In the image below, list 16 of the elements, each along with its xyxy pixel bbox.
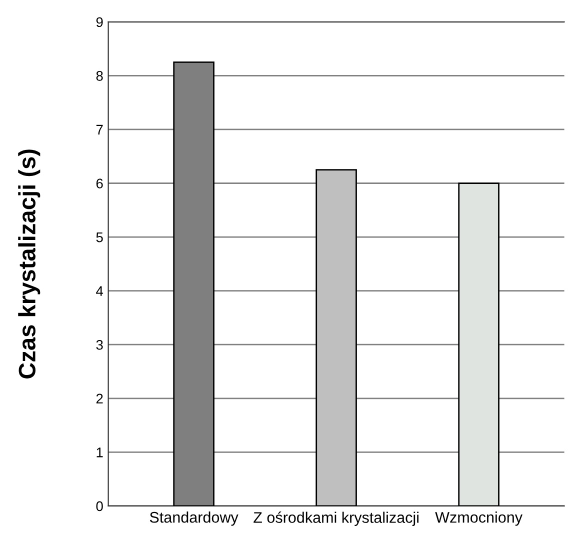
y-tick-label: 9 — [96, 17, 103, 28]
x-tick-label: Wzmocniony — [435, 512, 522, 526]
y-tick-label: 7 — [96, 124, 103, 134]
y-tick-label: 2 — [96, 394, 103, 404]
y-axis-title: Czas krystalizacji (s) — [18, 150, 40, 378]
x-tick-label: Z ośrodkami krystalizacji — [254, 512, 418, 526]
y-tick-label: 8 — [96, 71, 103, 81]
bar — [316, 169, 357, 506]
y-tick-label: 0 — [96, 501, 103, 512]
y-tick-label: 1 — [96, 448, 103, 458]
y-tick-label: 3 — [96, 340, 103, 350]
y-tick-label: 6 — [96, 178, 103, 188]
bar — [458, 182, 500, 506]
x-tick-label: Standardowy — [150, 512, 238, 526]
y-tick-label: 5 — [96, 232, 103, 242]
y-tick-label: 4 — [96, 286, 104, 296]
